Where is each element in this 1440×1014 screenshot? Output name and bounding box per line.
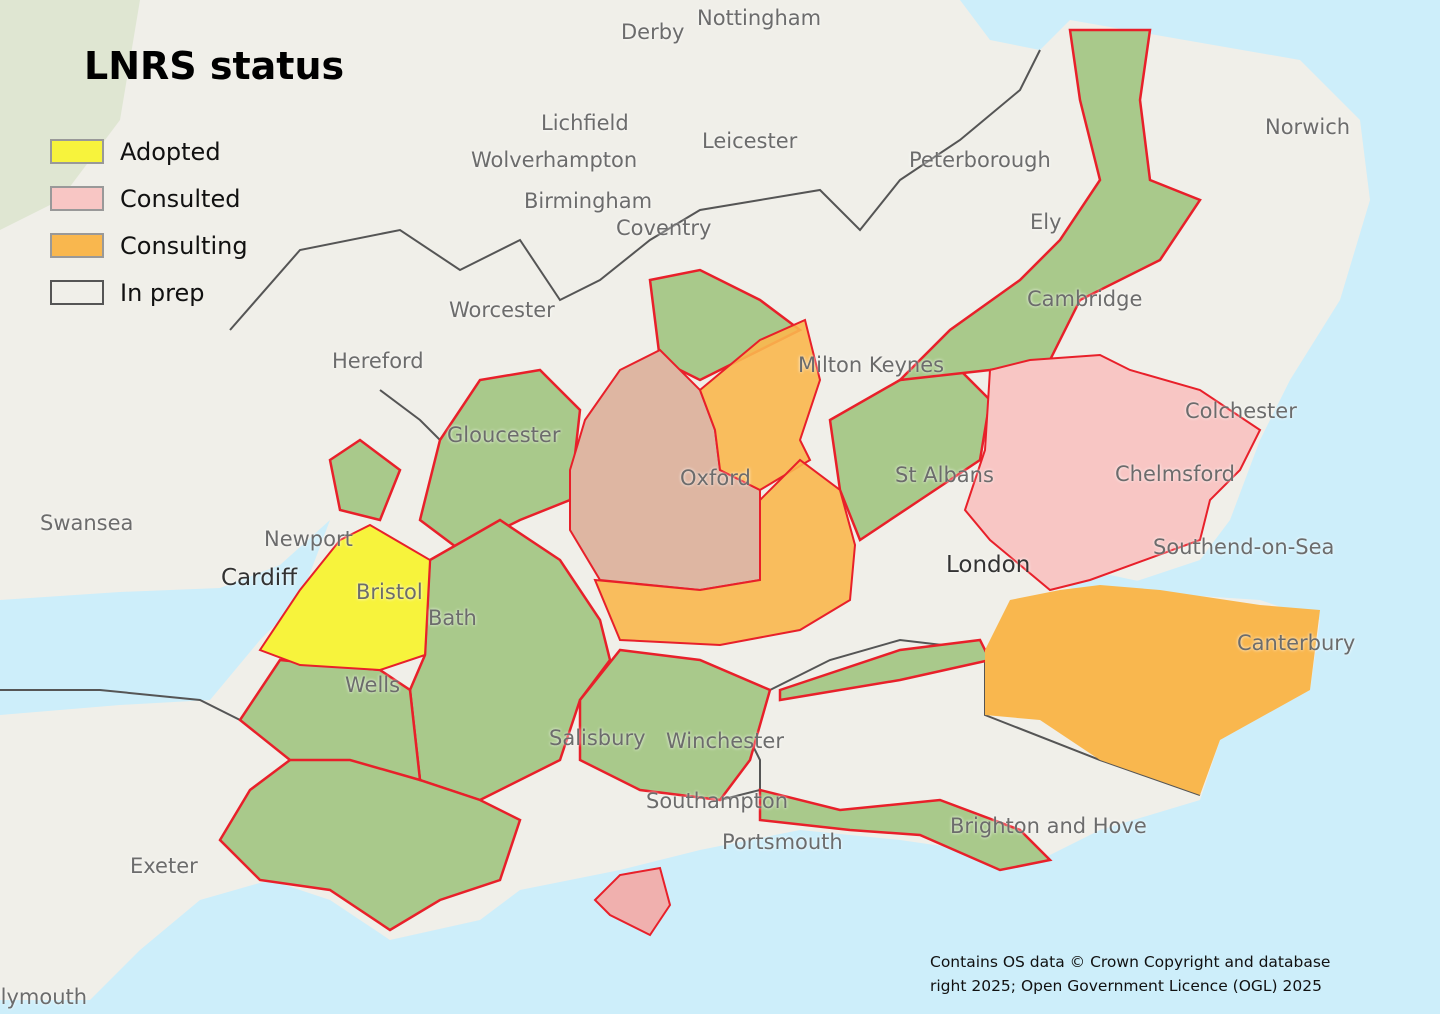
legend-item-in-prep: In prep <box>50 269 248 316</box>
place-label: Brighton and Hove <box>950 814 1147 838</box>
place-label: Derby <box>621 20 685 44</box>
place-label: Wells <box>345 673 401 697</box>
place-label: Cardiff <box>221 565 298 591</box>
place-label: Milton Keynes <box>798 353 945 377</box>
place-label: Lichfield <box>541 111 629 135</box>
place-label: London <box>946 552 1031 578</box>
place-label: Coventry <box>616 216 712 240</box>
place-label: Nottingham <box>697 6 822 30</box>
legend-item-consulting: Consulting <box>50 222 248 269</box>
place-label: Salisbury <box>549 726 646 750</box>
place-label: Birmingham <box>524 189 653 213</box>
place-label: Newport <box>264 527 353 551</box>
place-label: Leicester <box>702 129 798 153</box>
place-label: Norwich <box>1265 115 1351 139</box>
place-label: Southend-on-Sea <box>1153 535 1335 559</box>
legend-label: Consulting <box>120 231 248 260</box>
consulting-area-kent <box>985 585 1320 795</box>
attribution: Contains OS data © Crown Copyright and d… <box>930 950 1330 998</box>
legend-label: Adopted <box>120 137 221 166</box>
place-label: Swansea <box>40 511 134 535</box>
place-label: Colchester <box>1185 399 1297 423</box>
place-label: Ely <box>1030 210 1062 234</box>
consulted-area-essex <box>963 353 1262 592</box>
place-label: Wolverhampton <box>471 148 638 172</box>
place-label: Cambridge <box>1027 287 1143 311</box>
place-label: Southampton <box>646 789 789 813</box>
legend-label: Consulted <box>120 184 241 213</box>
consulted-area-isle-of-wight <box>593 866 672 937</box>
green-lnrs-areas <box>218 28 1202 932</box>
place-label: Chelmsford <box>1115 462 1235 486</box>
place-label: Hereford <box>332 349 424 373</box>
consulting-area-berkshire <box>593 458 857 647</box>
legend-swatch <box>50 280 104 305</box>
legend-swatch <box>50 186 104 211</box>
legend-item-consulted: Consulted <box>50 175 248 222</box>
map-title: LNRS status <box>84 44 345 88</box>
place-label: Bath <box>428 606 477 630</box>
legend-item-adopted: Adopted <box>50 128 248 175</box>
bristol-channel <box>0 520 330 715</box>
place-label: Portsmouth <box>722 830 843 854</box>
lnrs-status-areas <box>258 318 1320 937</box>
place-label: Peterborough <box>909 148 1051 172</box>
place-label: Gloucester <box>447 423 561 447</box>
place-label: Canterbury <box>1237 631 1356 655</box>
legend: Adopted Consulted Consulting In prep <box>50 128 248 316</box>
place-label: Plymouth <box>0 985 88 1009</box>
place-label: Bristol <box>356 580 423 604</box>
welsh-green-area <box>0 0 140 230</box>
legend-swatch <box>50 139 104 164</box>
place-label: Oxford <box>680 466 751 490</box>
place-label: Worcester <box>449 298 555 322</box>
place-label: Winchester <box>666 729 784 753</box>
adopted-area-west-of-england <box>258 523 432 672</box>
attribution-line: Contains OS data © Crown Copyright and d… <box>930 953 1331 971</box>
attribution-line: right 2025; Open Government Licence (OGL… <box>930 977 1322 995</box>
consulting-area-bucks <box>698 318 822 492</box>
place-label: Exeter <box>130 854 198 878</box>
legend-swatch <box>50 233 104 258</box>
place-label: St Albans <box>895 463 994 487</box>
legend-label: In prep <box>120 278 205 307</box>
